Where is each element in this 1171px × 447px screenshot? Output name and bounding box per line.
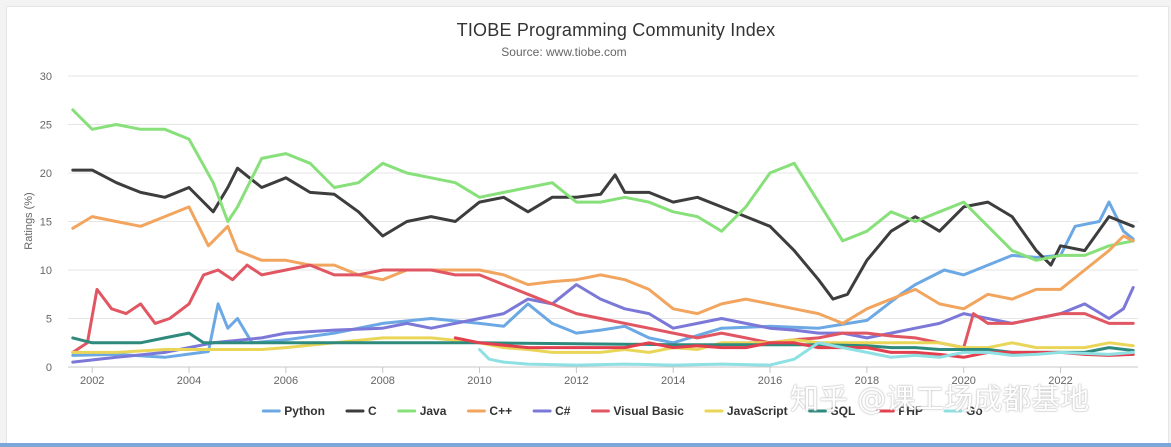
legend-item-sql[interactable]: SQL bbox=[808, 404, 856, 418]
x-tick-label: 2010 bbox=[467, 375, 491, 387]
legend-label: C bbox=[368, 404, 377, 418]
legend-label: C# bbox=[555, 404, 571, 418]
x-tick-label: 2008 bbox=[370, 375, 394, 387]
y-tick-label: 25 bbox=[40, 120, 52, 132]
legend-item-c[interactable]: C bbox=[345, 404, 377, 418]
series-line-java bbox=[71, 108, 1135, 262]
bottom-border bbox=[0, 443, 1171, 447]
x-tick-label: 2018 bbox=[855, 375, 879, 387]
series-line-php bbox=[453, 336, 1135, 359]
x-tick-label: 2002 bbox=[80, 375, 104, 387]
y-tick-label: 20 bbox=[40, 168, 52, 180]
y-tick-label: 10 bbox=[40, 265, 52, 277]
legend-label: Go bbox=[966, 404, 983, 418]
legend-item-go[interactable]: Go bbox=[943, 404, 983, 418]
series-line-c bbox=[71, 166, 1135, 301]
watermark: 知乎 @课工场成都基地 bbox=[790, 382, 1090, 416]
legend-label: C++ bbox=[489, 404, 512, 418]
y-tick-label: 5 bbox=[46, 314, 52, 326]
legend-label: Python bbox=[284, 404, 325, 418]
x-tick-label: 2004 bbox=[177, 375, 201, 387]
grid-lines bbox=[68, 75, 1138, 319]
chart-title: TIOBE Programming Community Index bbox=[456, 20, 776, 40]
x-tick-label: 2020 bbox=[951, 375, 975, 387]
legend-label: SQL bbox=[831, 404, 856, 418]
x-tick-label: 2006 bbox=[274, 375, 298, 387]
series-line-python bbox=[71, 200, 1135, 359]
x-tick-label: 2014 bbox=[661, 375, 685, 387]
series-line-visual-basic bbox=[71, 263, 1135, 354]
chart-panel bbox=[6, 6, 1169, 444]
series-line-go bbox=[478, 341, 1135, 367]
legend-item-python[interactable]: Python bbox=[261, 404, 325, 418]
series-line-c- bbox=[71, 205, 1135, 325]
legend-item-java[interactable]: Java bbox=[397, 404, 447, 418]
legend-item-php[interactable]: PHP bbox=[875, 404, 923, 418]
x-tick-label: 2022 bbox=[1048, 375, 1072, 387]
chart-subtitle: Source: www.tiobe.com bbox=[501, 45, 627, 59]
x-tick-label: 2012 bbox=[564, 375, 588, 387]
series-line-c- bbox=[71, 283, 1135, 364]
y-tick-label: 15 bbox=[40, 217, 52, 229]
legend-item-c-[interactable]: C# bbox=[532, 404, 571, 418]
legend-item-visual-basic[interactable]: Visual Basic bbox=[590, 404, 684, 418]
legend-label: Java bbox=[420, 404, 447, 418]
y-axis-label: Ratings (%) bbox=[23, 192, 35, 249]
legend-item-c-[interactable]: C++ bbox=[466, 404, 512, 418]
y-tick-label: 0 bbox=[46, 362, 52, 374]
legend-label: Visual Basic bbox=[613, 404, 684, 418]
legend-label: JavaScript bbox=[727, 404, 788, 418]
legend-item-javascript[interactable]: JavaScript bbox=[704, 404, 788, 418]
legend-label: PHP bbox=[898, 404, 923, 418]
y-tick-label: 30 bbox=[40, 71, 52, 83]
x-tick-label: 2016 bbox=[758, 375, 782, 387]
series-lines bbox=[71, 108, 1135, 367]
x-axis-ticks: 2002 2004 2006 2008 2010 2012 2014 2016 2018 2020… bbox=[80, 367, 1073, 387]
legend: Python C Java C++ C# Visual Basic JavaScript SQ… bbox=[261, 404, 983, 418]
y-axis-ticks: 0 5 10 15 20 25 30 bbox=[40, 71, 52, 374]
